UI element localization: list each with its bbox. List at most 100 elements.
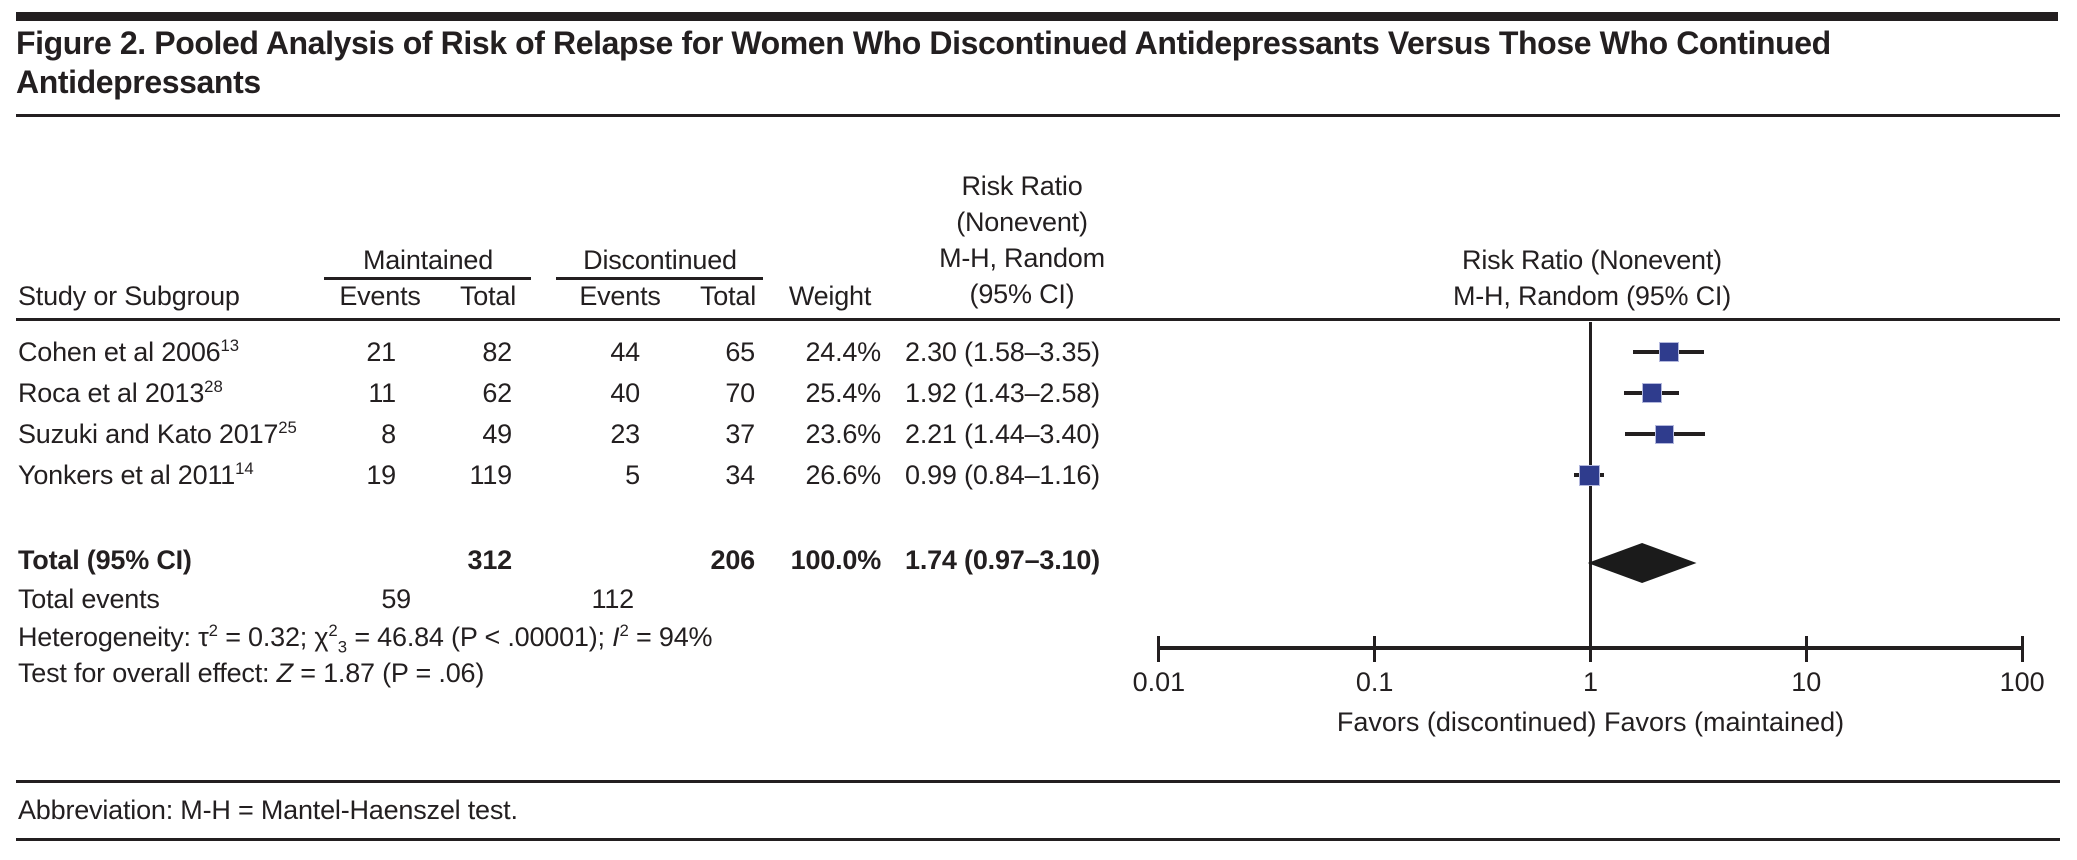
column-header-discontinued: Discontinued <box>583 245 737 275</box>
total-discontinued-total: 206 <box>710 545 756 575</box>
x-axis-tick <box>1589 636 1592 662</box>
i-superscript: 2 <box>619 621 629 640</box>
x-tick-label: 0.01 <box>1132 667 1186 697</box>
study-point-square <box>1579 464 1601 486</box>
cell-discontinued-total: 34 <box>725 460 755 490</box>
cell-discontinued-events: 44 <box>610 337 640 367</box>
x-axis-tick <box>2020 636 2024 662</box>
study-point-square <box>1658 342 1679 362</box>
plot-header-line1: Risk Ratio (Nonevent) <box>1462 245 1722 275</box>
total-weight: 100.0% <box>790 545 882 575</box>
het-seg3: = 94% <box>628 622 713 652</box>
cell-discontinued-events: 40 <box>610 378 640 408</box>
total-events-label: Total events <box>18 584 160 614</box>
cell-discontinued-events: 5 <box>625 460 640 490</box>
cell-weight: 24.4% <box>805 337 881 367</box>
rr-header-line4: (95% CI) <box>969 279 1075 309</box>
overall-seg1: = 1.87 (P = .06) <box>292 658 485 688</box>
x-tick-label: 1 <box>1582 667 1599 697</box>
column-header-discontinued-events: Events <box>579 281 661 311</box>
study-point-square <box>1655 424 1675 444</box>
cell-maintained-events: 11 <box>368 378 396 408</box>
x-tick-label: 0.1 <box>1355 667 1394 697</box>
study-name: Roca et al 2013 <box>18 378 205 408</box>
study-label: Suzuki and Kato 201725 <box>18 416 297 452</box>
study-name: Suzuki and Kato 2017 <box>18 419 279 449</box>
column-header-maintained: Maintained <box>362 245 494 275</box>
discontinued-underline <box>556 277 763 280</box>
study-ref: 25 <box>278 418 297 437</box>
rr-header-line2: (Nonevent) <box>956 207 1088 237</box>
cell-discontinued-events: 23 <box>610 419 640 449</box>
heterogeneity-stats: Heterogeneity: τ2 = 0.32; χ23 = 46.84 (P… <box>18 619 713 657</box>
study-ref: 13 <box>220 336 240 355</box>
overall-prefix: Test for overall effect: <box>18 658 277 688</box>
chi-subscript: 3 <box>337 637 348 657</box>
cell-risk-ratio: 1.92 (1.43–2.58) <box>905 378 1100 408</box>
z-symbol: Z <box>276 658 294 688</box>
abbreviation-note: Abbreviation: M-H = Mantel-Haenszel test… <box>18 795 518 825</box>
cell-discontinued-total: 37 <box>725 419 755 449</box>
total-row-label: Total (95% CI) <box>18 545 192 575</box>
column-header-weight: Weight <box>788 281 872 311</box>
i-squared-symbol: I <box>612 622 620 652</box>
total-maintained-total: 312 <box>467 545 513 575</box>
cell-maintained-events: 21 <box>366 337 396 367</box>
top-border-bar <box>16 12 2058 21</box>
cell-maintained-events: 19 <box>366 460 396 490</box>
cell-maintained-total: 119 <box>469 460 513 490</box>
axis-favors-label: Favors (discontinued) Favors (maintained… <box>1336 707 1845 737</box>
cell-discontinued-total: 70 <box>725 378 755 408</box>
cell-weight: 25.4% <box>805 378 881 408</box>
x-axis-tick <box>1157 636 1161 662</box>
het-prefix: Heterogeneity: τ <box>18 622 209 652</box>
x-axis-tick <box>1373 636 1377 662</box>
column-header-maintained-total: Total <box>459 281 517 311</box>
study-name: Cohen et al 2006 <box>18 337 221 367</box>
null-effect-line <box>1589 322 1592 650</box>
study-label: Roca et al 201328 <box>18 375 223 411</box>
cell-weight: 23.6% <box>805 419 881 449</box>
x-tick-label: 10 <box>1791 667 1822 697</box>
het-seg2: = 46.84 (P < .00001); <box>347 622 613 652</box>
cell-discontinued-total: 65 <box>725 337 755 367</box>
total-events-maintained: 59 <box>381 584 411 614</box>
figure-title-line1: Figure 2. Pooled Analysis of Risk of Rel… <box>16 25 1831 61</box>
overall-effect-stats: Test for overall effect: Z = 1.87 (P = .… <box>18 655 484 691</box>
plot-header-line2: M-H, Random (95% CI) <box>1452 281 1732 311</box>
het-seg1: = 0.32; χ <box>217 622 329 652</box>
figure-title-line2: Antidepressants <box>16 64 261 100</box>
cell-weight: 26.6% <box>805 460 881 490</box>
cell-risk-ratio: 2.21 (1.44–3.40) <box>905 419 1100 449</box>
total-risk-ratio: 1.74 (0.97–3.10) <box>905 545 1100 575</box>
study-ref: 28 <box>204 377 223 396</box>
total-events-discontinued: 112 <box>591 584 635 614</box>
cell-maintained-events: 8 <box>381 419 396 449</box>
cell-risk-ratio: 0.99 (0.84–1.16) <box>905 460 1100 490</box>
cell-maintained-total: 62 <box>482 378 512 408</box>
header-divider <box>16 318 2060 321</box>
x-axis-tick <box>1804 636 1808 662</box>
footer-bottom-divider <box>16 838 2060 841</box>
pooled-diamond <box>1587 543 1697 583</box>
cell-maintained-total: 49 <box>482 419 512 449</box>
x-tick-label: 100 <box>1999 667 2045 697</box>
maintained-underline <box>324 277 531 280</box>
title-divider <box>16 114 2060 117</box>
study-ref: 14 <box>235 459 254 478</box>
cell-risk-ratio: 2.30 (1.58–3.35) <box>905 337 1100 367</box>
footer-top-divider <box>16 780 2060 783</box>
column-header-risk-ratio: Risk Ratio (Nonevent) M-H, Random (95% C… <box>939 168 1105 312</box>
chi-superscript: 2 <box>328 621 338 640</box>
study-label: Cohen et al 200613 <box>18 334 239 370</box>
study-point-square <box>1641 383 1662 403</box>
rr-header-line3: M-H, Random <box>939 243 1105 273</box>
cell-maintained-total: 82 <box>482 337 512 367</box>
tau-superscript: 2 <box>208 621 218 640</box>
figure-title: Figure 2. Pooled Analysis of Risk of Rel… <box>16 24 2016 102</box>
column-header-study: Study or Subgroup <box>18 281 240 311</box>
column-header-discontinued-total: Total <box>699 281 757 311</box>
column-header-maintained-events: Events <box>339 281 421 311</box>
